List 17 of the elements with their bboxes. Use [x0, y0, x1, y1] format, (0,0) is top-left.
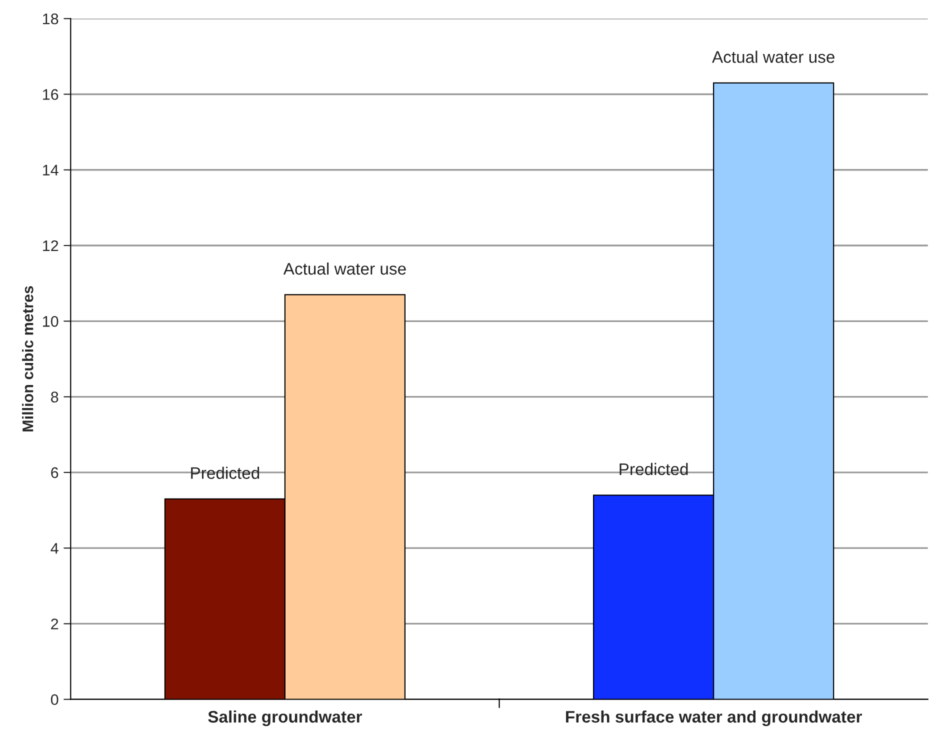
text: Predicted [191, 466, 260, 479]
y-tick-label: 12 [43, 240, 58, 252]
y-tick-label: 0 [50, 694, 58, 706]
series-label: Predicted [620, 462, 688, 476]
y-tick-label: 8 [51, 392, 58, 402]
y-tick-label: 2 [51, 618, 58, 630]
y-tick-label: 10 [43, 316, 58, 327]
y-tick-label: 16 [43, 89, 58, 100]
x-tick-label: Fresh surface water and groundwater [566, 710, 862, 726]
y-tick-label: 18 [43, 13, 58, 24]
series-label: Actual water use [283, 262, 406, 275]
y-axis-title: Million cubic metres [22, 286, 34, 432]
y-tick-label: 14 [43, 164, 58, 176]
x-tick-label: Saline groundwater [208, 710, 362, 726]
y-tick-label: 6 [51, 467, 58, 478]
text: Actual water use [712, 50, 834, 63]
y-tick-label: 4 [50, 543, 58, 554]
